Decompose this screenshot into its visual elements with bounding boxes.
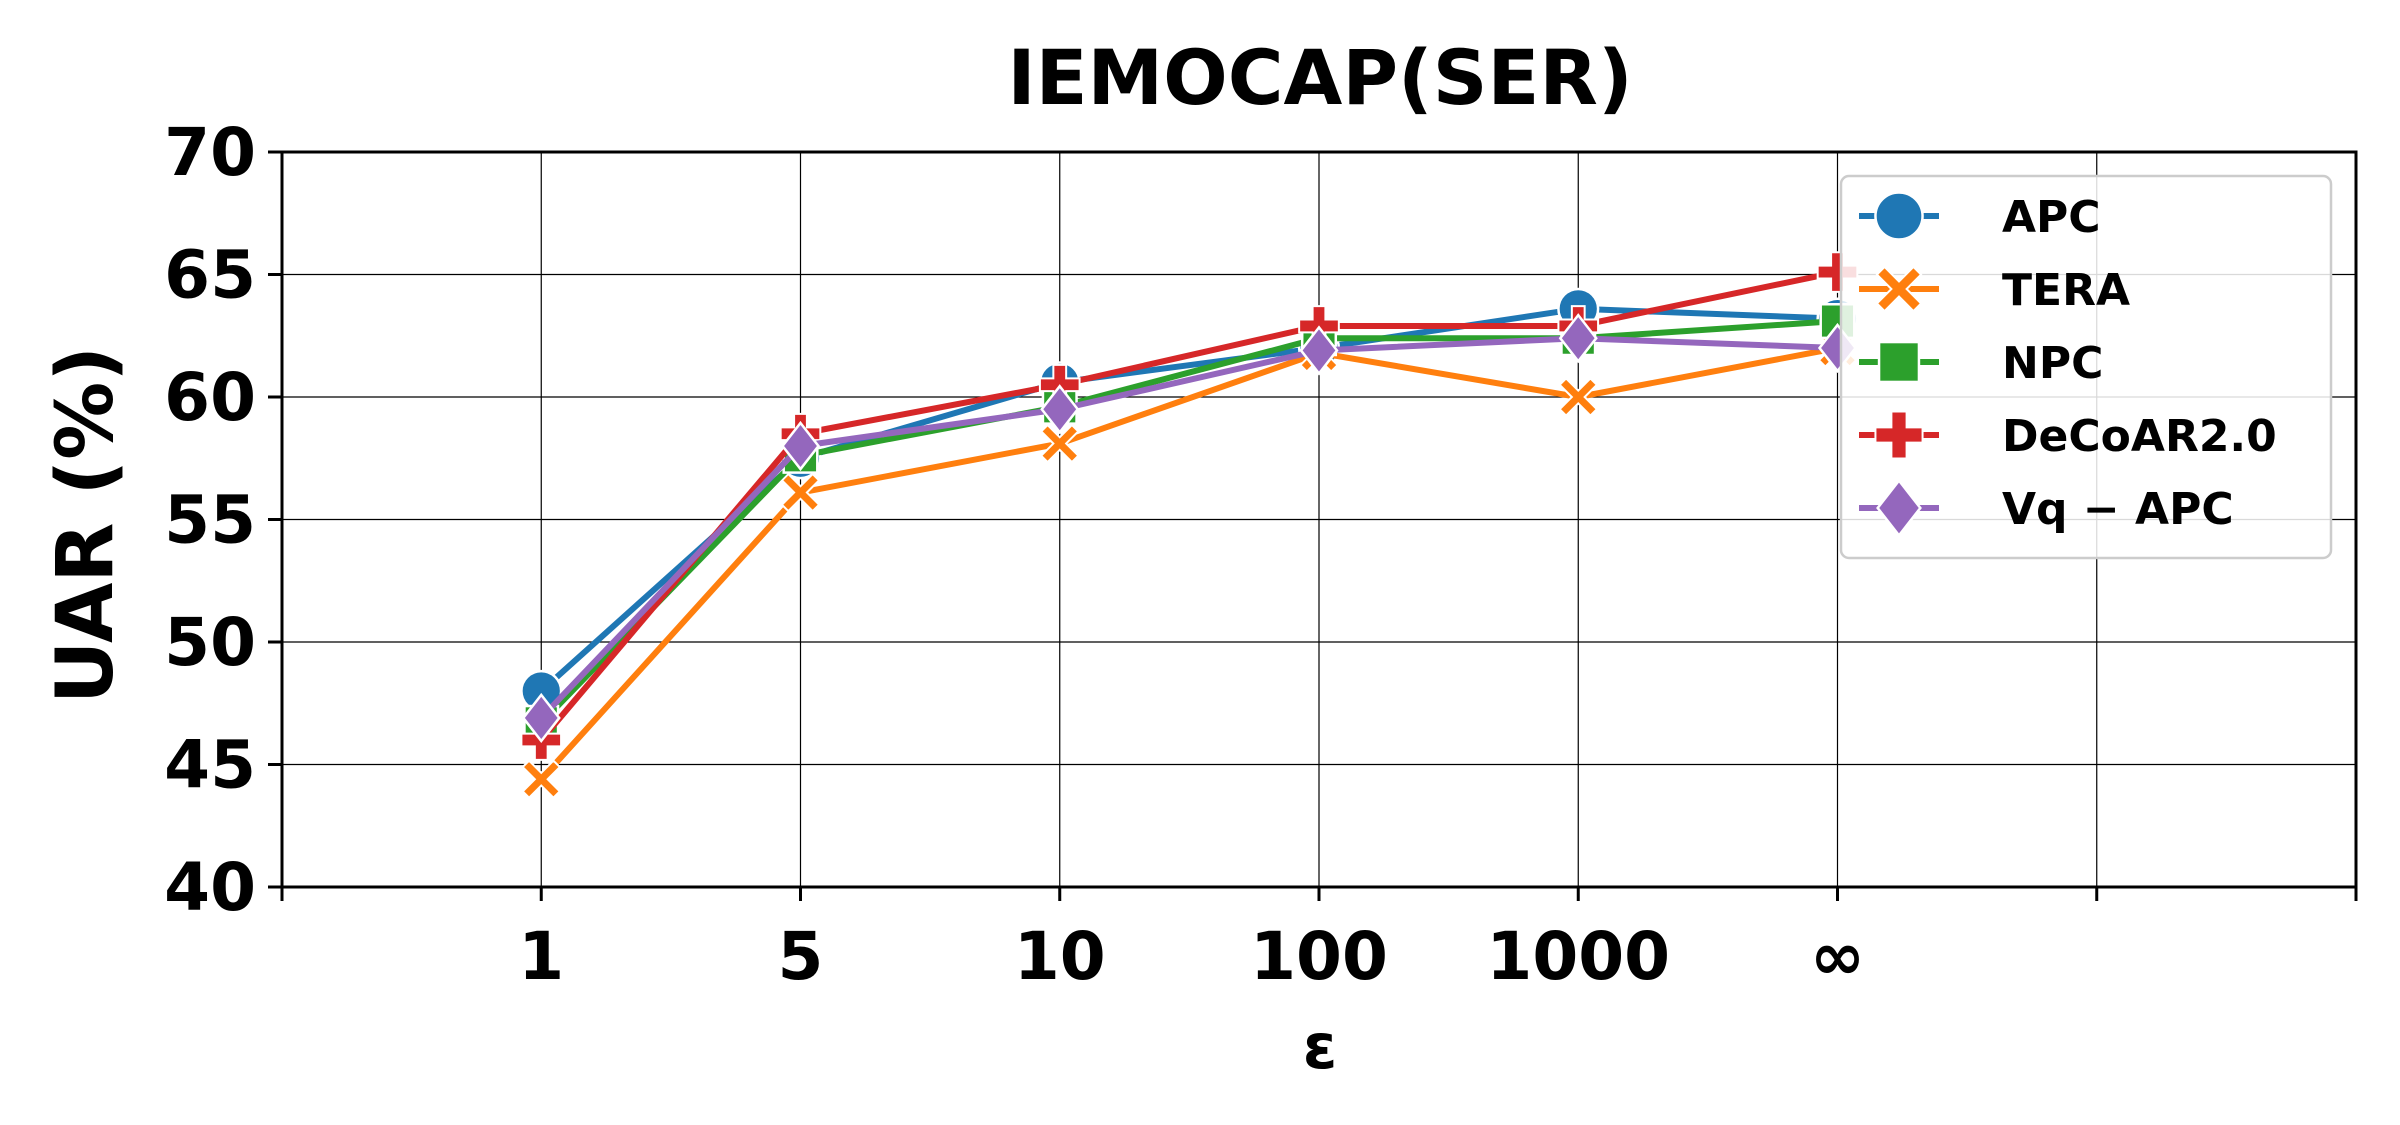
legend-label: Vq − APC <box>2002 484 2234 535</box>
data-point <box>521 759 562 800</box>
series-vq-apc <box>521 313 1858 744</box>
y-axis-label: UAR (%) <box>41 346 131 704</box>
legend-item: NPC <box>1859 338 2103 389</box>
series-decoar2-0 <box>520 251 1859 761</box>
series-line <box>538 305 1841 694</box>
data-point <box>521 692 561 744</box>
series-line <box>538 269 1841 743</box>
legend-box <box>1839 174 2333 560</box>
series-layer <box>520 251 1859 800</box>
series-tera <box>521 328 1858 800</box>
x-tick-label: 5 <box>778 918 824 995</box>
legend: APC TERA NPC DeCoAR2.0 Vq − APC <box>1839 174 2333 560</box>
plot-frame <box>280 150 2358 889</box>
x-tick-label: 1 <box>518 918 564 995</box>
axes <box>268 150 2358 901</box>
y-tick-label: 40 <box>164 849 256 926</box>
legend-marker <box>1874 410 1924 460</box>
y-tick-label: 70 <box>164 114 256 191</box>
legend-item: Vq − APC <box>1859 478 2234 538</box>
series-apc <box>520 287 1859 713</box>
legend-item: APC <box>1859 191 2101 243</box>
legend-label: DeCoAR2.0 <box>2002 411 2277 462</box>
series-line <box>538 335 1841 721</box>
legend-item: DeCoAR2.0 <box>1859 410 2277 462</box>
series-line <box>538 318 1841 726</box>
x-axis-label: ε <box>1303 1010 1338 1083</box>
data-point <box>1558 313 1598 364</box>
legend-label: TERA <box>2002 265 2130 316</box>
x-tick-label: 10 <box>1014 918 1106 995</box>
legend-marker <box>1875 265 1923 313</box>
tick-labels: 40 45 50 55 60 65 70 1 5 10 100 1000 ∞ <box>164 114 1865 995</box>
y-tick-label: 50 <box>164 604 256 681</box>
x-tick-label: 100 <box>1250 918 1388 995</box>
data-point <box>1558 377 1599 417</box>
y-tick-label: 55 <box>164 482 256 559</box>
legend-label: APC <box>2002 192 2101 243</box>
y-tick-label: 65 <box>164 237 256 314</box>
legend-item: TERA <box>1859 265 2130 316</box>
y-tick-label: 45 <box>164 727 256 804</box>
y-tick-label: 60 <box>164 359 256 436</box>
legend-marker <box>1876 478 1922 538</box>
x-tick-label: 1000 <box>1486 918 1670 995</box>
data-point <box>1299 325 1339 376</box>
data-point <box>780 472 821 513</box>
legend-marker <box>1874 191 1924 241</box>
data-point <box>1040 384 1080 435</box>
data-point <box>780 420 821 472</box>
legend-label: NPC <box>2002 338 2103 389</box>
chart-title: IEMOCAP(SER) <box>1007 33 1632 122</box>
legend-marker <box>1877 340 1921 384</box>
x-tick-label: ∞ <box>1810 918 1865 995</box>
data-point <box>1039 423 1080 464</box>
series-line <box>538 345 1841 783</box>
